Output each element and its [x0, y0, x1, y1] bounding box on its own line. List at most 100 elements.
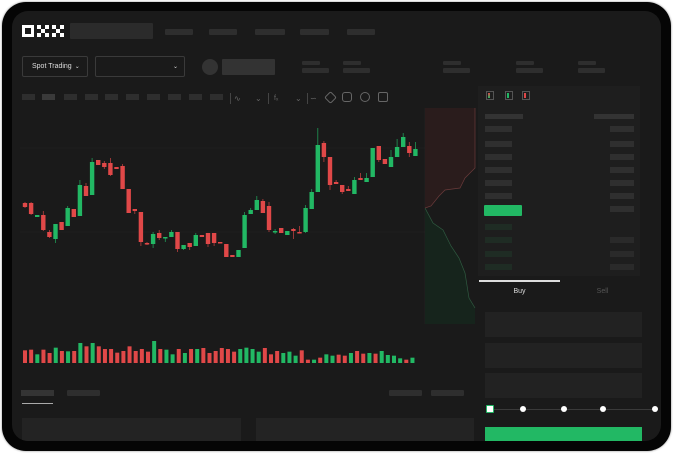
volume-bar — [238, 349, 243, 363]
stat-value — [443, 68, 470, 73]
chevron-down-icon[interactable]: ⌄ — [255, 94, 262, 103]
timeframe-button[interactable] — [126, 94, 139, 100]
volume-bar — [152, 341, 157, 363]
slider-step-25[interactable] — [520, 406, 526, 412]
timeframe-button[interactable] — [189, 94, 202, 100]
candle-body — [388, 157, 394, 167]
slider-handle[interactable] — [486, 405, 494, 413]
nav-item[interactable] — [165, 29, 193, 35]
buy-submit-button[interactable] — [485, 427, 642, 441]
candle-body — [211, 233, 217, 243]
candle-body — [352, 180, 357, 194]
okx-logo[interactable] — [22, 25, 64, 37]
volume-bar — [176, 349, 181, 363]
candle-body — [138, 212, 144, 242]
volume-bar — [139, 349, 144, 363]
volume-bar — [201, 348, 206, 363]
amount-input[interactable] — [485, 343, 642, 368]
fx-icon[interactable]: fₓ — [274, 95, 279, 102]
asks-icon[interactable] — [522, 91, 530, 100]
order-card — [256, 418, 474, 441]
candle-body — [224, 244, 229, 257]
volume-bar — [262, 348, 267, 363]
indicator-icon[interactable]: ∿ — [234, 94, 241, 103]
candle-body — [266, 206, 272, 230]
stat-label — [302, 61, 320, 65]
line-icon[interactable]: ∽ — [310, 94, 317, 103]
volume-bar — [207, 353, 212, 363]
ask-price — [485, 193, 512, 199]
volume-bar — [299, 350, 304, 363]
bids-icon[interactable] — [505, 91, 513, 100]
candle-body — [364, 178, 369, 182]
camera-icon[interactable] — [342, 92, 352, 102]
volume-bar — [213, 351, 218, 363]
bid-amount — [610, 264, 634, 270]
volume-bar — [305, 359, 310, 363]
candle-body — [205, 233, 211, 244]
ask-price — [485, 167, 512, 173]
tab-buy[interactable]: Buy — [513, 288, 526, 295]
candle-body — [89, 162, 95, 195]
candle-body — [254, 200, 259, 210]
tab-order-history[interactable] — [67, 390, 100, 396]
trading-mode-select[interactable]: Spot Trading ⌄ — [22, 56, 88, 77]
timeframe-button[interactable] — [210, 94, 223, 100]
ask-price — [485, 180, 512, 186]
nav-item[interactable] — [300, 29, 329, 35]
filter-button[interactable] — [431, 390, 464, 396]
target-icon[interactable] — [360, 92, 370, 102]
timeframe-button[interactable] — [22, 94, 35, 100]
volume-bar — [281, 353, 286, 363]
volume-bar — [312, 359, 317, 363]
expand-icon[interactable] — [378, 92, 388, 102]
slider-step-75[interactable] — [600, 406, 606, 412]
candle-body — [144, 243, 150, 245]
chevron-down-icon[interactable]: ⌄ — [295, 94, 302, 103]
coin-icon — [202, 59, 218, 75]
timeframe-button[interactable] — [168, 94, 181, 100]
bid-depth-line — [425, 207, 476, 309]
volume-bar — [244, 347, 249, 363]
volume-bar — [410, 357, 415, 363]
volume-bar — [318, 357, 323, 363]
nav-item[interactable] — [347, 29, 375, 35]
timeframe-button[interactable] — [147, 94, 160, 100]
total-input[interactable] — [485, 373, 642, 398]
volume-bar — [146, 351, 150, 363]
timeframe-button[interactable] — [42, 94, 55, 100]
both-sides-icon[interactable] — [486, 91, 494, 100]
price-input[interactable] — [485, 312, 642, 337]
nav-item[interactable] — [255, 29, 285, 35]
candlestick-chart[interactable] — [12, 11, 482, 381]
slider-step-50[interactable] — [561, 406, 567, 412]
trading-mode-label: Spot Trading — [32, 63, 72, 70]
candle-body — [65, 208, 70, 226]
volume-bar — [47, 353, 52, 363]
candle-body — [346, 189, 351, 191]
candle-body — [132, 209, 137, 211]
timeframe-button[interactable] — [64, 94, 77, 100]
timeframe-button[interactable] — [85, 94, 98, 100]
pair-select[interactable]: ⌄ — [95, 56, 185, 77]
candle-body — [22, 203, 28, 207]
volume-bar — [164, 349, 169, 363]
slider-step-100[interactable] — [652, 406, 658, 412]
candle-body — [163, 237, 168, 239]
nav-item[interactable] — [209, 29, 237, 35]
volume-bar — [158, 349, 163, 363]
candle-body — [303, 208, 308, 232]
tab-open-orders[interactable] — [21, 390, 54, 396]
volume-bar — [330, 355, 335, 363]
amount-slider[interactable] — [490, 409, 655, 410]
divider — [230, 93, 231, 104]
volume-bar — [72, 351, 77, 363]
tab-sell[interactable]: Sell — [596, 288, 609, 295]
volume-bar — [348, 353, 353, 363]
timeframe-button[interactable] — [105, 94, 118, 100]
candle-body — [297, 232, 302, 234]
filter-button[interactable] — [389, 390, 422, 396]
candle-body — [71, 209, 76, 217]
candle-body — [114, 167, 119, 169]
search-bar[interactable] — [70, 23, 153, 39]
